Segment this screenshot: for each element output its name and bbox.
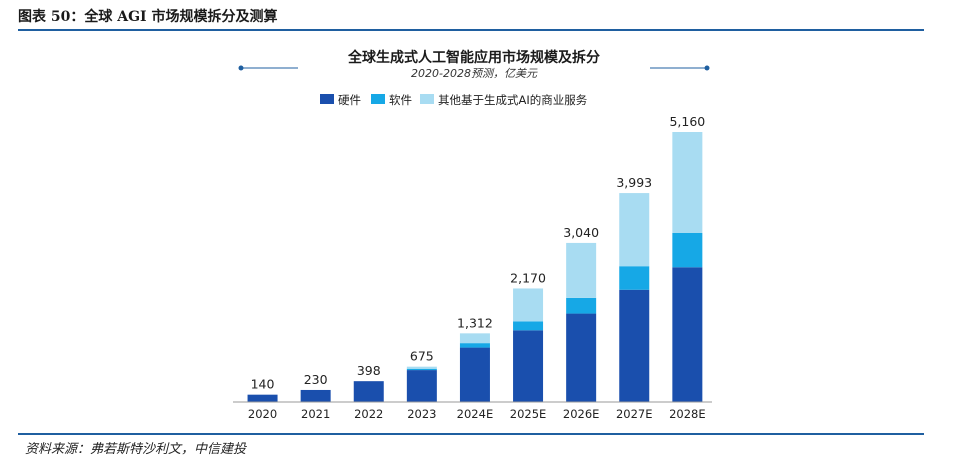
bar-2027E-series-1 [619, 266, 650, 290]
title-deco-dot-right [704, 65, 710, 71]
legend-label-2: 其他基于生成式AI的商业服务 [438, 93, 588, 107]
x-tick-2026E: 2026E [563, 407, 600, 421]
total-label-2028E: 5,160 [669, 114, 705, 129]
bar-2024E-series-1 [459, 343, 490, 348]
total-label-2025E: 2,170 [510, 270, 546, 285]
x-tick-2020: 2020 [248, 407, 277, 421]
bar-2024E-series-2 [459, 333, 490, 344]
bar-2024E-series-0 [459, 347, 490, 402]
bar-2028E-series-0 [672, 267, 703, 402]
chart-subtitle: 2020-2028预测，亿美元 [411, 67, 538, 80]
bar-2023-series-0 [406, 370, 437, 402]
x-tick-2021: 2021 [301, 407, 330, 421]
total-label-2027E: 3,993 [616, 175, 652, 190]
bar-2027E-series-0 [619, 289, 650, 402]
total-label-2023: 675 [410, 349, 434, 364]
total-label-2022: 398 [357, 363, 381, 378]
legend-swatch-0 [320, 94, 334, 104]
bar-2025E-series-1 [513, 321, 544, 331]
bar-2022-series-0 [353, 381, 384, 402]
bar-2020-series-0 [247, 394, 278, 402]
legend-label-1: 软件 [389, 93, 412, 107]
legend-swatch-1 [371, 94, 385, 104]
bar-2023-series-2 [406, 366, 437, 369]
bars-group [247, 132, 703, 402]
x-tick-labels: 2020 2021 2022 2023 2024E 2025E 2026E 2027E 2028… [248, 407, 706, 421]
title-decoration [238, 65, 710, 71]
bar-2026E-series-2 [566, 242, 597, 298]
figure-title: 图表 50：全球 AGI 市场规模拆分及测算 [18, 9, 278, 25]
total-label-2020: 140 [251, 377, 275, 392]
bar-2028E-series-2 [672, 132, 703, 233]
top-rule [18, 29, 924, 31]
total-label-2026E: 3,040 [563, 225, 599, 240]
x-tick-2022: 2022 [354, 407, 383, 421]
x-tick-2028E: 2028E [669, 407, 706, 421]
bar-2023-series-1 [406, 368, 437, 371]
bar-2025E-series-0 [513, 330, 544, 402]
chart-legend: 硬件 软件 其他基于生成式AI的商业服务 [320, 93, 588, 107]
x-tick-2025E: 2025E [510, 407, 547, 421]
x-tick-2024E: 2024E [457, 407, 494, 421]
source-note: 资料来源：弗若斯特沙利文，中信建投 [25, 442, 247, 457]
title-deco-dot-left [238, 65, 244, 71]
bar-2026E-series-1 [566, 297, 597, 314]
legend-label-0: 硬件 [338, 93, 361, 107]
bar-2027E-series-2 [619, 193, 650, 267]
total-value-labels: 140 230 398 675 1,312 2,170 3,040 3,993 5,160 [251, 114, 706, 392]
bar-2026E-series-0 [566, 313, 597, 402]
chart-title: 全球生成式人工智能应用市场规模及拆分 [347, 49, 600, 66]
legend-swatch-2 [420, 94, 434, 104]
x-tick-2027E: 2027E [616, 407, 653, 421]
x-tick-2023: 2023 [407, 407, 436, 421]
total-label-2024E: 1,312 [457, 315, 493, 330]
total-label-2021: 230 [304, 372, 328, 387]
bar-2021-series-0 [300, 389, 331, 402]
bar-2028E-series-1 [672, 232, 703, 268]
bar-2025E-series-2 [513, 288, 544, 322]
bottom-rule [18, 433, 924, 435]
